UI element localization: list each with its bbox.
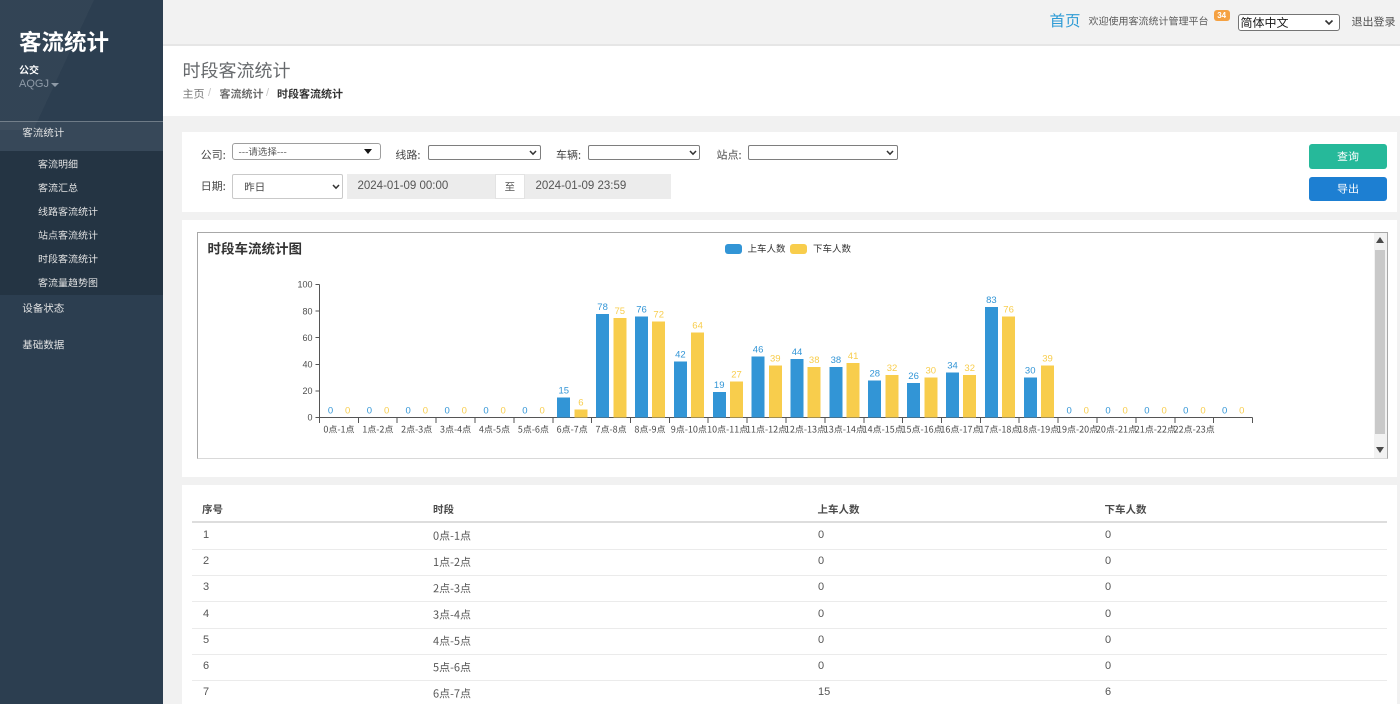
svg-text:41: 41 <box>848 351 859 362</box>
svg-text:38: 38 <box>809 355 820 366</box>
svg-text:46: 46 <box>753 344 764 355</box>
svg-text:0: 0 <box>522 406 527 417</box>
svg-text:72: 72 <box>653 310 664 321</box>
svg-text:20: 20 <box>302 386 312 396</box>
svg-text:0: 0 <box>345 406 350 417</box>
svg-text:30: 30 <box>926 366 937 377</box>
svg-text:0: 0 <box>483 406 488 417</box>
svg-text:0: 0 <box>1239 406 1244 417</box>
svg-text:0: 0 <box>501 406 506 417</box>
svg-text:34: 34 <box>947 360 958 371</box>
svg-text:0: 0 <box>328 406 333 417</box>
svg-text:0: 0 <box>1161 406 1166 417</box>
svg-text:30: 30 <box>1025 366 1036 377</box>
svg-text:38: 38 <box>831 355 842 366</box>
svg-text:100: 100 <box>297 280 312 290</box>
svg-text:64: 64 <box>692 320 703 331</box>
svg-text:42: 42 <box>675 350 686 361</box>
svg-text:19: 19 <box>714 380 725 391</box>
svg-text:0: 0 <box>1200 406 1205 417</box>
svg-text:0: 0 <box>367 406 372 417</box>
svg-text:76: 76 <box>636 304 647 315</box>
svg-text:15: 15 <box>559 386 570 397</box>
svg-text:0: 0 <box>444 406 449 417</box>
svg-text:6: 6 <box>578 398 583 409</box>
svg-text:28: 28 <box>870 368 881 379</box>
svg-text:44: 44 <box>792 347 803 358</box>
svg-text:83: 83 <box>986 295 997 306</box>
svg-text:0: 0 <box>384 406 389 417</box>
svg-text:0: 0 <box>1105 406 1110 417</box>
svg-text:80: 80 <box>302 306 312 316</box>
svg-text:27: 27 <box>731 370 742 381</box>
svg-text:0: 0 <box>1183 406 1188 417</box>
svg-text:0: 0 <box>539 406 544 417</box>
svg-text:0: 0 <box>1066 406 1071 417</box>
svg-text:39: 39 <box>1042 354 1053 365</box>
svg-text:26: 26 <box>908 371 919 382</box>
svg-text:60: 60 <box>302 333 312 343</box>
svg-text:0: 0 <box>1123 406 1128 417</box>
svg-text:76: 76 <box>1003 304 1014 315</box>
svg-text:0: 0 <box>1084 406 1089 417</box>
svg-text:40: 40 <box>302 360 312 370</box>
svg-text:0: 0 <box>406 406 411 417</box>
svg-text:0: 0 <box>307 413 312 423</box>
svg-text:32: 32 <box>964 363 975 374</box>
svg-text:0: 0 <box>1144 406 1149 417</box>
svg-text:0: 0 <box>1222 406 1227 417</box>
svg-text:75: 75 <box>615 306 626 317</box>
svg-text:39: 39 <box>770 354 781 365</box>
svg-text:32: 32 <box>887 363 898 374</box>
svg-text:78: 78 <box>597 302 608 313</box>
svg-text:0: 0 <box>423 406 428 417</box>
svg-text:0: 0 <box>462 406 467 417</box>
